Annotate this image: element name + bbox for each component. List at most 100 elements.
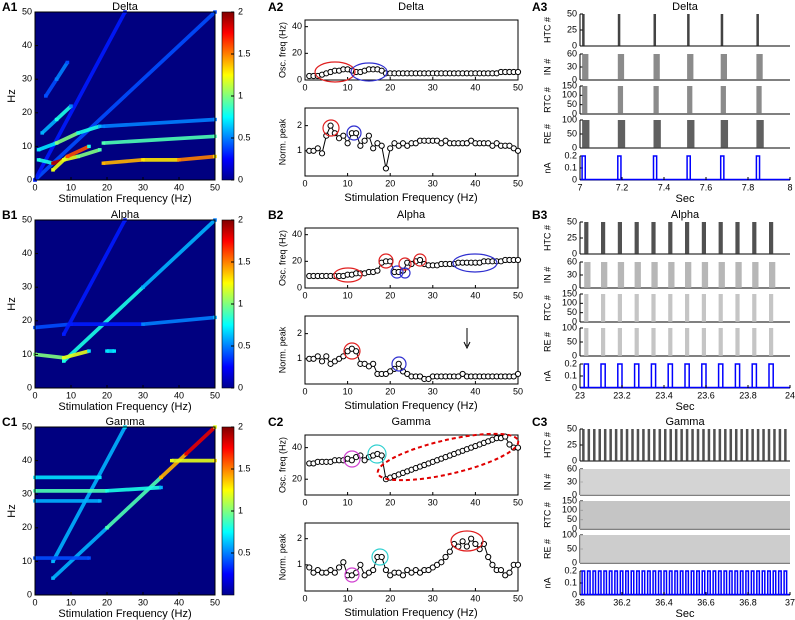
x-tick-label: 40 [174,182,184,192]
x-axis-label: Stimulation Frequency (Hz) [58,401,191,413]
x-tick-label: 7.4 [658,182,671,192]
x-tick-label: 50 [513,290,523,300]
x-tick-label: 23.8 [739,390,757,400]
y-axis-label: Norm. peak [277,326,287,373]
highlight-circle [346,125,362,141]
heatmap-cell [101,124,106,128]
spike-burst [687,86,693,114]
spike-burst [658,429,662,461]
y-axis-label: Hz [6,297,18,310]
spike-burst [617,86,624,114]
y-tick-label: 20 [22,107,32,117]
heatmap-ridge [77,147,101,159]
stim-pulse [728,570,733,595]
data-point [506,441,513,448]
panel-title: Delta [672,1,699,13]
y-tick-label: 1 [297,145,302,155]
data-point [387,145,394,152]
heatmap-cell [51,161,55,165]
spike-burst [653,120,661,148]
spike-burst [702,429,705,461]
spike-burst [701,294,706,322]
heatmap-cell [170,458,174,463]
x-tick-label: 30 [428,290,438,300]
spike-burst [745,429,749,461]
stim-pulse [581,155,586,180]
x-axis-label: Stimulation Frequency (Hz) [344,192,477,204]
stim-pulse [701,363,707,388]
heatmap-cell [184,452,188,456]
stim-label: nA [542,577,552,588]
spike-burst [653,54,660,80]
heatmap-ridge [51,526,109,580]
colorbar-tick-label: 0 [238,174,243,184]
heatmap-cell [62,359,66,363]
row-label: IN # [542,474,552,491]
x-tick-label: 20 [385,82,395,92]
data-point [335,564,343,571]
stim-pulse [712,570,717,595]
data-point [378,142,385,149]
y-tick-label: 10 [22,556,32,566]
stim-pulse [686,155,691,180]
x-tick-label: 36.6 [697,597,715,607]
spike-burst [769,328,774,356]
x-tick-label: 30 [428,178,438,188]
y-tick-label: 100 [562,505,577,515]
heatmap-ridge [77,124,101,135]
spike-burst [614,429,618,461]
stim-pulse [586,570,591,595]
colorbar-tick-label: 0 [238,382,243,392]
arrow-head [463,341,471,350]
heatmap-ridge [184,425,217,456]
spike-burst [601,294,606,322]
panel-label: C3 [532,415,548,429]
stim-pulse [734,363,741,388]
y-tick-label: 0 [572,382,577,392]
data-point [468,535,475,542]
y-tick-label: 150 [562,495,577,505]
heatmap-ridge [55,104,73,121]
spike-burst [752,294,757,322]
panel-title: Alpha [111,209,140,221]
stim-pulse [635,570,640,595]
y-tick-label: 40 [22,455,32,465]
spike-burst [625,429,629,461]
spike-burst [701,262,709,288]
y-tick-label: 50 [567,307,577,317]
heatmap-cell [141,285,145,289]
spike-burst [582,120,590,148]
spike-burst [580,501,790,529]
stim-pulse [768,363,774,388]
stim-pulse [652,570,657,595]
x-tick-label: 0 [302,178,307,188]
highlight-ellipse [376,432,520,482]
spike-burst [769,262,776,288]
spike-burst [651,328,656,356]
heatmap-cell [54,77,59,81]
heatmap-cell [51,576,55,580]
colorbar-tick-label: 1 [238,505,243,515]
spike-burst [668,294,673,322]
heatmap-ridge [103,134,216,145]
y-axis-label: Hz [6,89,18,102]
spike-burst [636,429,640,461]
spike-burst [756,120,764,148]
x-tick-label: 20 [102,182,112,192]
stim-pulse [614,570,619,595]
x-tick-label: 10 [66,182,76,192]
heatmap-cell [36,148,41,152]
stim-pulse [745,570,750,595]
y-tick-label: 100 [562,322,577,332]
y-tick-label: 0 [572,557,577,567]
x-tick-label: 7.2 [616,182,629,192]
heatmap-ridge [34,352,65,360]
spike-burst [720,54,727,80]
spike-burst [642,429,645,461]
stim-pulse [777,570,782,595]
stim-pulse [706,570,711,595]
highlight-circle [398,257,412,271]
stim-pulse [679,570,684,595]
spike-burst [756,14,759,46]
highlight-ellipse [452,253,498,273]
